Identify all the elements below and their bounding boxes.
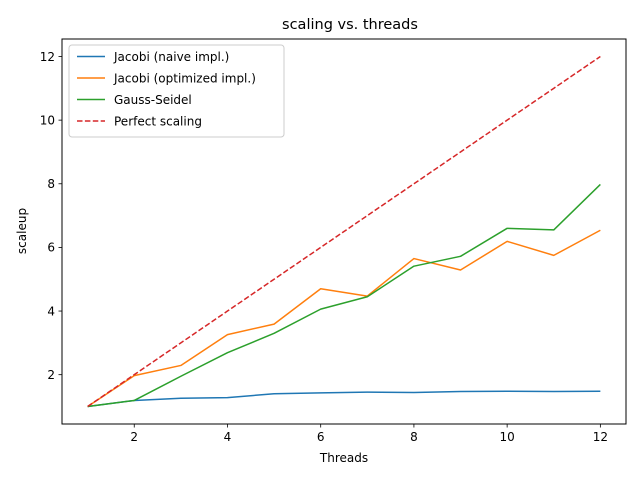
legend-box (68, 44, 285, 138)
y-tick-label: 12 (40, 50, 55, 64)
x-tick-label: 8 (410, 430, 418, 444)
legend-label-0: Jacobi (naive impl.) (113, 50, 229, 64)
x-tick-label: 2 (130, 430, 138, 444)
y-tick-label: 4 (47, 304, 55, 318)
chart-title: scaling vs. threads (282, 17, 418, 33)
x-tick-label: 4 (224, 430, 232, 444)
y-tick-label: 8 (47, 177, 55, 191)
y-ticks: 2 4 6 8 10 12 (40, 50, 62, 382)
series-line-2 (87, 183, 601, 408)
series-line-1 (87, 229, 601, 408)
legend-label-2: Gauss-Seidel (114, 93, 192, 107)
y-axis-label: scaleup (15, 208, 29, 254)
legend: Jacobi (naive impl.) Jacobi (optimized im… (68, 44, 285, 138)
series-line-3 (87, 55, 601, 408)
x-tick-label: 10 (499, 430, 514, 444)
series-line-0 (87, 390, 601, 408)
y-tick-label: 6 (47, 241, 55, 255)
x-tick-label: 12 (593, 430, 608, 444)
x-tick-label: 6 (317, 430, 325, 444)
y-tick-label: 10 (40, 113, 55, 127)
x-axis-label: Threads (319, 451, 368, 465)
plot-lines (87, 55, 601, 408)
y-tick-label: 2 (47, 368, 55, 382)
legend-label-1: Jacobi (optimized impl.) (113, 71, 256, 85)
legend-label-3: Perfect scaling (114, 114, 202, 128)
axes-frame (61, 38, 627, 425)
x-ticks: 2 4 6 8 10 12 (130, 424, 608, 444)
